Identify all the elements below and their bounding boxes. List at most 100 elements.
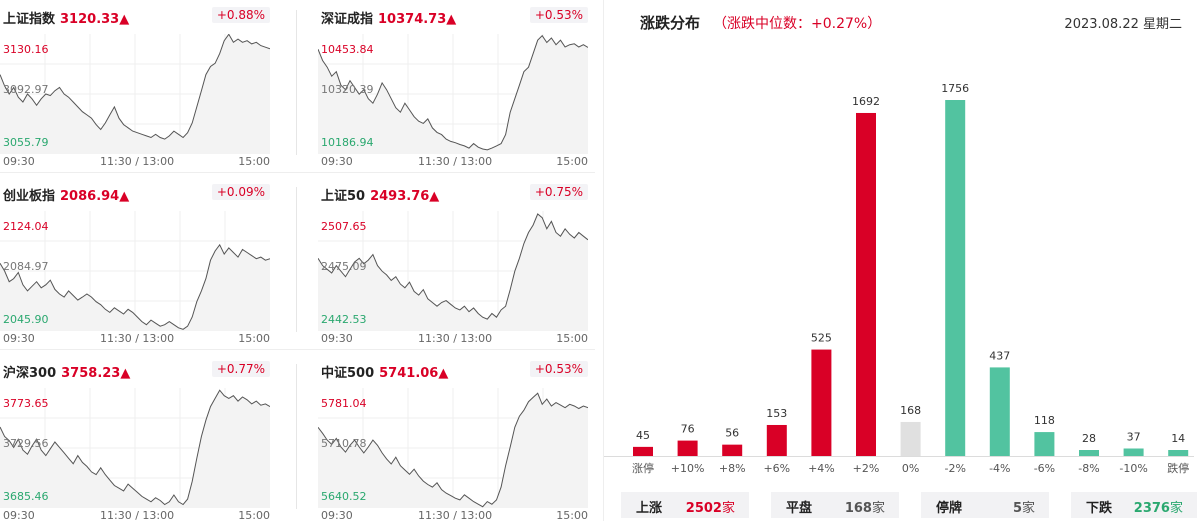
category-label: +6% — [763, 462, 790, 475]
x-mid-label: 11:30 / 13:00 — [418, 332, 493, 345]
intraday-chart — [318, 211, 588, 331]
summary-suspended: 停牌 5家 — [921, 492, 1049, 518]
category-label: +10% — [671, 462, 705, 475]
summary-unit: 家 — [1021, 501, 1035, 516]
bar-6 — [900, 421, 921, 456]
index-price: 10374.73▲ — [378, 12, 457, 27]
summary-label: 停牌 — [936, 501, 963, 516]
index-panel-csi300[interactable]: 沪深300 3758.23▲ +0.77% 3773.65 3729.56 368… — [0, 360, 272, 522]
index-header: 创业板指 2086.94▲ +0.09% — [0, 183, 272, 204]
category-label: 涨停 — [632, 461, 654, 475]
bar-3 — [766, 424, 787, 456]
bar-value-label: 76 — [681, 423, 695, 436]
bar-4 — [811, 349, 832, 456]
column-divider — [296, 187, 297, 332]
category-label: -4% — [989, 462, 1010, 475]
price-area — [318, 393, 588, 508]
section-divider — [603, 0, 604, 521]
summary-falling: 下跌 2376家 — [1071, 492, 1197, 518]
price-line — [0, 34, 270, 140]
price-line — [318, 34, 588, 151]
y-low-label: 10186.94 — [321, 136, 374, 149]
bar-1 — [677, 440, 698, 456]
intraday-chart — [318, 34, 588, 154]
index-panel-chinext[interactable]: 创业板指 2086.94▲ +0.09% 2124.04 2084.97 2045… — [0, 183, 272, 345]
index-header: 沪深300 3758.23▲ +0.77% — [0, 360, 272, 381]
x-mid-label: 11:30 / 13:00 — [100, 509, 175, 522]
y-high-label: 3130.16 — [3, 43, 49, 56]
x-mid-label: 11:30 / 13:00 — [418, 155, 493, 168]
bar-9 — [1034, 432, 1055, 456]
index-price: 3758.23▲ — [61, 366, 131, 381]
x-start-label: 09:30 — [321, 332, 353, 345]
x-end-label: 15:00 — [556, 155, 588, 168]
y-low-label: 3055.79 — [3, 136, 49, 149]
index-panel-shanghai[interactable]: 上证指数 3120.33▲ +0.88% 3130.16 3092.97 3055… — [0, 6, 272, 168]
bar-value-label: 56 — [725, 427, 739, 440]
bar-value-label: 525 — [811, 332, 832, 345]
bar-5 — [856, 112, 876, 456]
x-mid-label: 11:30 / 13:00 — [418, 509, 493, 522]
price-area — [0, 244, 270, 331]
x-mid-label: 11:30 / 13:00 — [100, 155, 175, 168]
category-label: +2% — [853, 462, 880, 475]
intraday-chart — [0, 34, 270, 154]
index-plot — [0, 211, 270, 331]
index-price: 2086.94▲ — [60, 189, 130, 204]
y-mid-label: 5710.78 — [321, 437, 367, 450]
index-name: 中证500 5741.06▲ — [321, 366, 449, 381]
index-name: 沪深300 3758.23▲ — [3, 366, 131, 381]
index-panel-sse50[interactable]: 上证50 2493.76▲ +0.75% 2507.65 2475.09 2442… — [318, 183, 590, 345]
x-end-label: 15:00 — [238, 509, 270, 522]
index-change-badge: +0.09% — [211, 184, 270, 200]
y-high-label: 5781.04 — [321, 397, 367, 410]
price-line — [0, 243, 270, 330]
index-header: 上证50 2493.76▲ +0.75% — [318, 183, 590, 204]
bar-11 — [1123, 448, 1144, 456]
y-mid-label: 3729.56 — [3, 437, 49, 450]
index-price: 5741.06▲ — [379, 366, 449, 381]
x-start-label: 09:30 — [321, 155, 353, 168]
index-plot — [318, 34, 588, 154]
bar-value-label: 118 — [1034, 414, 1055, 427]
y-low-label: 3685.46 — [3, 490, 49, 503]
category-label: -2% — [944, 462, 965, 475]
bar-value-label: 437 — [989, 349, 1010, 362]
y-mid-label: 3092.97 — [3, 83, 49, 96]
distribution-bar-chart: 45 涨停 76 +10% 56 +8% 153 +6% 525 +4% 1692 +2% 168 0% 1… — [604, 82, 1194, 475]
index-change-badge: +0.53% — [529, 7, 588, 23]
x-end-label: 15:00 — [556, 509, 588, 522]
bar-value-label: 153 — [766, 407, 787, 420]
index-plot — [0, 388, 270, 508]
bar-value-label: 1756 — [941, 82, 969, 95]
y-high-label: 2124.04 — [3, 220, 49, 233]
index-name: 深证成指 10374.73▲ — [321, 12, 457, 27]
x-end-label: 15:00 — [238, 155, 270, 168]
y-low-label: 5640.52 — [321, 490, 367, 503]
trade-date: 2023.08.22 星期二 — [1064, 17, 1182, 32]
index-header: 上证指数 3120.33▲ +0.88% — [0, 6, 272, 27]
price-line — [0, 389, 270, 506]
summary-unit: 家 — [721, 501, 735, 516]
index-panel-csi500[interactable]: 中证500 5741.06▲ +0.53% 5781.04 5710.78 564… — [318, 360, 590, 522]
bar-2 — [722, 444, 743, 456]
row-divider — [0, 349, 595, 350]
intraday-chart — [0, 211, 270, 331]
bar-12 — [1168, 450, 1189, 456]
price-area — [318, 214, 588, 331]
index-plot — [318, 388, 588, 508]
x-end-label: 15:00 — [556, 332, 588, 345]
x-start-label: 09:30 — [3, 332, 35, 345]
index-panel-shenzhen[interactable]: 深证成指 10374.73▲ +0.53% 10453.84 10320.39 1… — [318, 6, 590, 168]
category-label: 0% — [902, 462, 919, 475]
summary-label: 平盘 — [786, 501, 813, 516]
summary-flat: 平盘 168家 — [771, 492, 899, 518]
x-mid-label: 11:30 / 13:00 — [100, 332, 175, 345]
y-mid-label: 10320.39 — [321, 83, 374, 96]
category-label: -6% — [1034, 462, 1055, 475]
index-change-badge: +0.88% — [211, 7, 270, 23]
y-mid-label: 2475.09 — [321, 260, 367, 273]
y-high-label: 10453.84 — [321, 43, 374, 56]
index-change-badge: +0.53% — [529, 361, 588, 377]
index-plot — [0, 34, 270, 154]
